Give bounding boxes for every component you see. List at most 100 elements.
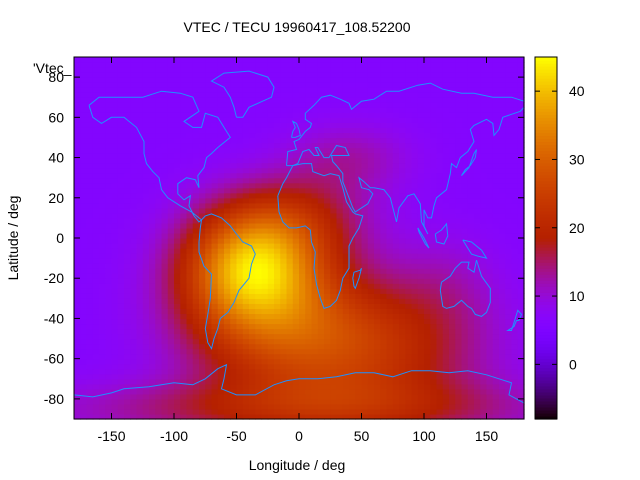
heatmap-cell bbox=[199, 147, 206, 154]
heatmap-cell bbox=[492, 112, 500, 118]
heatmap-cell bbox=[342, 388, 350, 395]
heatmap-cell bbox=[436, 152, 444, 159]
heatmap-cell bbox=[180, 232, 188, 239]
heatmap-cell bbox=[149, 72, 156, 78]
heatmap-cell bbox=[86, 97, 94, 103]
heatmap-cell bbox=[474, 127, 481, 134]
heatmap-cell bbox=[192, 348, 200, 355]
heatmap-cell bbox=[317, 383, 325, 390]
heatmap-cell bbox=[199, 142, 206, 149]
heatmap-cell bbox=[130, 238, 138, 244]
heatmap-cell bbox=[361, 258, 369, 264]
heatmap-cell bbox=[374, 217, 381, 224]
heatmap-cell bbox=[486, 162, 494, 169]
heatmap-cell bbox=[461, 162, 469, 169]
heatmap-cell bbox=[161, 182, 169, 189]
heatmap-cell bbox=[305, 403, 313, 410]
heatmap-cell bbox=[342, 278, 350, 284]
heatmap-cell bbox=[430, 363, 438, 370]
heatmap-cell bbox=[224, 238, 231, 244]
heatmap-cell bbox=[492, 243, 500, 249]
heatmap-cell bbox=[174, 393, 181, 400]
heatmap-cell bbox=[242, 318, 250, 325]
heatmap-cell bbox=[349, 368, 356, 375]
heatmap-cell bbox=[374, 147, 381, 154]
heatmap-cell bbox=[136, 258, 144, 264]
heatmap-cell bbox=[255, 323, 263, 330]
heatmap-cell bbox=[142, 403, 150, 410]
heatmap-cell bbox=[305, 132, 313, 139]
heatmap-cell bbox=[430, 192, 438, 199]
heatmap-cell bbox=[380, 87, 388, 93]
heatmap-cell bbox=[374, 222, 381, 229]
heatmap-cell bbox=[180, 328, 188, 335]
heatmap-cell bbox=[105, 117, 113, 123]
heatmap-cell bbox=[267, 388, 275, 395]
heatmap-cell bbox=[111, 167, 119, 174]
heatmap-cell bbox=[80, 187, 88, 194]
heatmap-cell bbox=[449, 132, 456, 139]
heatmap-cell bbox=[517, 338, 525, 345]
heatmap-cell bbox=[342, 318, 350, 325]
heatmap-cell bbox=[149, 283, 156, 289]
heatmap-cell bbox=[92, 227, 100, 234]
heatmap-cell bbox=[324, 217, 331, 224]
heatmap-cell bbox=[324, 268, 331, 274]
heatmap-cell bbox=[117, 258, 125, 264]
heatmap-cell bbox=[361, 132, 369, 139]
heatmap-cell bbox=[505, 97, 513, 103]
heatmap-cell bbox=[80, 172, 88, 179]
heatmap-cell bbox=[136, 278, 144, 284]
heatmap-cell bbox=[211, 222, 219, 229]
heatmap-cell bbox=[80, 97, 88, 103]
heatmap-cell bbox=[267, 72, 275, 78]
heatmap-cell bbox=[230, 333, 238, 340]
heatmap-cell bbox=[242, 102, 250, 108]
heatmap-cell bbox=[86, 328, 94, 335]
heatmap-cell bbox=[449, 388, 456, 395]
heatmap-cell bbox=[155, 303, 163, 309]
heatmap-cell bbox=[80, 258, 88, 264]
heatmap-cell bbox=[361, 248, 369, 254]
heatmap-cell bbox=[336, 398, 344, 405]
heatmap-cell bbox=[130, 403, 138, 410]
heatmap-cell bbox=[299, 248, 306, 254]
heatmap-cell bbox=[330, 398, 338, 405]
heatmap-cell bbox=[505, 388, 513, 395]
heatmap-cell bbox=[155, 167, 163, 174]
heatmap-cell bbox=[386, 368, 394, 375]
heatmap-cell bbox=[286, 383, 294, 390]
heatmap-cell bbox=[349, 162, 356, 169]
heatmap-cell bbox=[311, 82, 319, 88]
heatmap-cell bbox=[280, 202, 288, 209]
heatmap-cell bbox=[386, 197, 394, 204]
heatmap-cell bbox=[136, 313, 144, 320]
heatmap-cell bbox=[286, 358, 294, 365]
heatmap-cell bbox=[442, 328, 450, 335]
heatmap-cell bbox=[367, 348, 375, 355]
heatmap-cell bbox=[149, 318, 156, 325]
heatmap-cell bbox=[355, 338, 363, 345]
heatmap-cell bbox=[311, 353, 319, 360]
heatmap-cell bbox=[74, 72, 81, 78]
heatmap-cell bbox=[455, 243, 463, 249]
heatmap-cell bbox=[274, 258, 281, 264]
heatmap-cell bbox=[374, 408, 381, 415]
heatmap-cell bbox=[380, 137, 388, 144]
heatmap-cell bbox=[261, 393, 269, 400]
heatmap-cell bbox=[467, 273, 475, 279]
heatmap-cell bbox=[342, 293, 350, 299]
heatmap-cell bbox=[349, 127, 356, 134]
heatmap-cell bbox=[430, 162, 438, 169]
heatmap-cell bbox=[436, 248, 444, 254]
heatmap-cell bbox=[405, 313, 413, 320]
heatmap-cell bbox=[417, 368, 425, 375]
heatmap-cell bbox=[317, 217, 325, 224]
heatmap-cell bbox=[117, 308, 125, 315]
heatmap-cell bbox=[330, 107, 338, 113]
heatmap-cell bbox=[80, 82, 88, 88]
heatmap-cell bbox=[449, 82, 456, 88]
heatmap-cell bbox=[442, 132, 450, 139]
heatmap-cell bbox=[361, 353, 369, 360]
heatmap-cell bbox=[286, 157, 294, 164]
